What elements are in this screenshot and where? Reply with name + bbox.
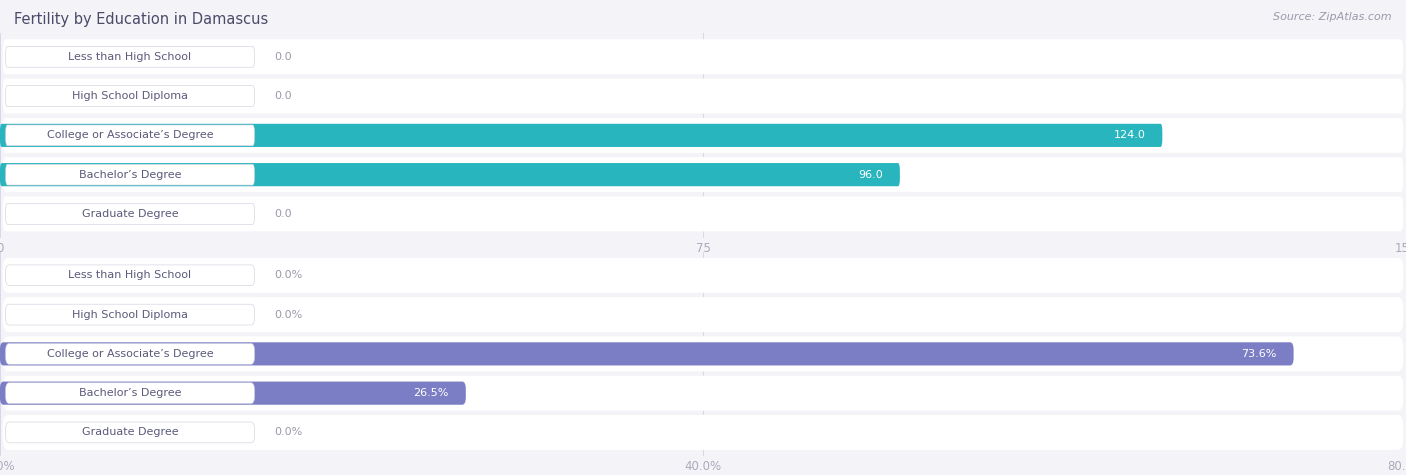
FancyBboxPatch shape — [3, 157, 1403, 192]
FancyBboxPatch shape — [3, 118, 1403, 153]
FancyBboxPatch shape — [0, 124, 1163, 147]
FancyBboxPatch shape — [3, 39, 1403, 74]
FancyBboxPatch shape — [6, 422, 254, 443]
FancyBboxPatch shape — [3, 336, 1403, 371]
FancyBboxPatch shape — [6, 125, 254, 146]
Text: Graduate Degree: Graduate Degree — [82, 428, 179, 437]
Text: High School Diploma: High School Diploma — [72, 91, 188, 101]
FancyBboxPatch shape — [6, 383, 254, 404]
FancyBboxPatch shape — [6, 203, 254, 224]
FancyBboxPatch shape — [6, 164, 254, 185]
Text: Bachelor’s Degree: Bachelor’s Degree — [79, 388, 181, 398]
FancyBboxPatch shape — [6, 265, 254, 286]
Text: High School Diploma: High School Diploma — [72, 310, 188, 320]
Text: 0.0: 0.0 — [274, 91, 292, 101]
FancyBboxPatch shape — [0, 163, 900, 186]
Text: College or Associate’s Degree: College or Associate’s Degree — [46, 130, 214, 141]
FancyBboxPatch shape — [0, 381, 465, 405]
Text: Less than High School: Less than High School — [69, 270, 191, 280]
Text: College or Associate’s Degree: College or Associate’s Degree — [46, 349, 214, 359]
FancyBboxPatch shape — [6, 343, 254, 364]
Text: Fertility by Education in Damascus: Fertility by Education in Damascus — [14, 12, 269, 27]
Text: 124.0: 124.0 — [1114, 130, 1146, 141]
Text: Source: ZipAtlas.com: Source: ZipAtlas.com — [1274, 12, 1392, 22]
Text: 0.0: 0.0 — [274, 52, 292, 62]
Text: 0.0: 0.0 — [274, 209, 292, 219]
FancyBboxPatch shape — [6, 304, 254, 325]
Text: 0.0%: 0.0% — [274, 428, 302, 437]
Text: Graduate Degree: Graduate Degree — [82, 209, 179, 219]
FancyBboxPatch shape — [3, 376, 1403, 410]
FancyBboxPatch shape — [0, 342, 1294, 365]
Text: 26.5%: 26.5% — [413, 388, 449, 398]
Text: 0.0%: 0.0% — [274, 270, 302, 280]
Text: 96.0: 96.0 — [858, 170, 883, 180]
Text: Less than High School: Less than High School — [69, 52, 191, 62]
FancyBboxPatch shape — [3, 258, 1403, 293]
FancyBboxPatch shape — [6, 86, 254, 106]
FancyBboxPatch shape — [3, 197, 1403, 231]
FancyBboxPatch shape — [3, 415, 1403, 450]
FancyBboxPatch shape — [3, 79, 1403, 114]
Text: Bachelor’s Degree: Bachelor’s Degree — [79, 170, 181, 180]
Text: 0.0%: 0.0% — [274, 310, 302, 320]
FancyBboxPatch shape — [6, 47, 254, 67]
Text: 73.6%: 73.6% — [1241, 349, 1277, 359]
FancyBboxPatch shape — [3, 297, 1403, 332]
